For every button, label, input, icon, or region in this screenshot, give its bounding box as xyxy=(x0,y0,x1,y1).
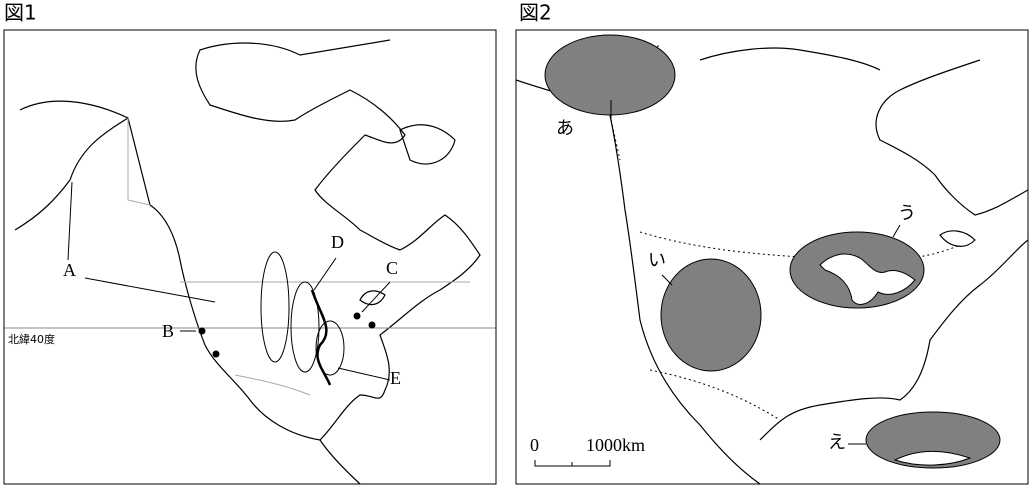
pointer xyxy=(337,367,391,381)
pointer xyxy=(892,224,901,238)
label: D xyxy=(331,232,344,252)
zone xyxy=(260,251,290,363)
region xyxy=(865,411,1001,469)
pointer xyxy=(661,274,673,286)
island xyxy=(893,450,972,466)
frame xyxy=(515,29,1029,485)
point xyxy=(198,327,206,335)
zone xyxy=(290,281,320,373)
zone xyxy=(315,320,345,376)
figure-title: 図2 xyxy=(519,1,552,25)
pointer xyxy=(361,281,391,313)
river xyxy=(310,289,332,386)
scale-label: 1000km xyxy=(586,435,645,455)
line-a xyxy=(67,181,73,261)
label: い xyxy=(648,250,666,270)
point xyxy=(368,321,376,329)
point xyxy=(353,312,361,320)
label: え xyxy=(828,432,846,452)
frame xyxy=(3,29,497,485)
point xyxy=(212,350,220,358)
region xyxy=(660,258,762,372)
label: う xyxy=(898,203,916,223)
figure-title: 図1 xyxy=(4,1,37,25)
pointer xyxy=(313,257,337,291)
label: B xyxy=(162,321,174,341)
map-1 xyxy=(4,39,496,484)
pointer xyxy=(84,277,216,303)
scale-label: 0 xyxy=(530,435,539,455)
label: E xyxy=(390,368,401,388)
label: C xyxy=(386,258,398,278)
map-2 xyxy=(516,34,1028,484)
label: あ xyxy=(556,118,574,138)
label: A xyxy=(63,260,76,280)
region xyxy=(544,34,676,116)
scale-bar xyxy=(534,460,611,467)
latitude-label: 北緯40度 xyxy=(8,332,55,346)
lakes xyxy=(819,253,916,305)
